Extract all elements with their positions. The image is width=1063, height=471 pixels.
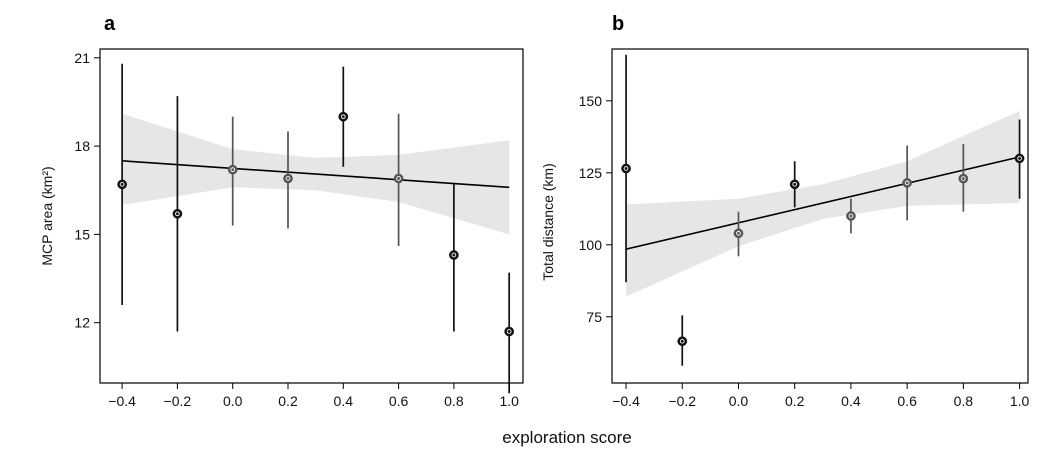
x-tick-label: −0.2 [668, 393, 696, 409]
plot-frame-b [611, 48, 1029, 384]
data-point [902, 178, 912, 188]
data-point-ring [679, 338, 685, 344]
y-axis-b: 75 100 125 150 [579, 93, 612, 325]
x-tick-label: 0.2 [785, 393, 805, 409]
x-tick-label: 0.2 [278, 393, 298, 409]
x-axis-title: exploration score [502, 428, 631, 447]
data-point [338, 111, 349, 122]
data-point [733, 228, 744, 239]
data-point [621, 163, 631, 174]
data-point-ring [904, 180, 910, 186]
data-point [283, 173, 293, 184]
data-point-ring [1017, 156, 1022, 161]
data-point-ring [285, 176, 291, 181]
data-point [846, 211, 856, 221]
fit-line-a-group [122, 160, 510, 189]
x-tick-label: 1.0 [1010, 393, 1030, 409]
data-point [172, 208, 183, 219]
panel-b: b −0.4 −0.2 0.0 0.2 0.4 0.6 0.8 1.0 75 100 125 150… [540, 13, 1030, 409]
data-point-ring [792, 181, 798, 187]
data-point [227, 164, 238, 175]
data-point-ring [396, 176, 401, 181]
fit-line-b [625, 156, 1020, 250]
data-point-ring [119, 182, 125, 187]
data-point [677, 336, 688, 347]
data-point [1014, 153, 1025, 164]
y-tick-label: 15 [74, 226, 90, 242]
data-point-ring [230, 167, 236, 173]
data-point-ring [451, 252, 457, 258]
data-point [393, 173, 404, 184]
x-tick-label: −0.4 [108, 393, 136, 409]
x-tick-label: 1.0 [499, 393, 519, 409]
x-tick-label: 0.8 [444, 393, 464, 409]
x-tick-label: 0.4 [334, 393, 354, 409]
y-axis-title-a: MCP area (km²) [39, 166, 55, 265]
x-axis-b: −0.4 −0.2 0.0 0.2 0.4 0.6 0.8 1.0 [612, 383, 1030, 409]
data-point-ring [848, 213, 854, 219]
x-tick-label: 0.6 [389, 393, 409, 409]
y-tick-label: 100 [579, 237, 603, 253]
data-point-ring [961, 176, 966, 181]
y-tick-label: 125 [579, 165, 603, 181]
points-b-group [621, 153, 1025, 347]
y-tick-label: 18 [74, 138, 90, 154]
y-tick-label: 150 [579, 93, 603, 109]
x-tick-label: −0.4 [612, 393, 640, 409]
panel-a: a −0.4 −0.2 0.0 0.2 0.4 0.6 0.8 1.0 12 15 18 21 MC… [39, 13, 524, 409]
x-tick-label: −0.2 [164, 393, 192, 409]
fit-line-b-group [625, 156, 1020, 250]
data-point [958, 173, 969, 184]
data-point-ring [736, 230, 741, 236]
x-tick-label: 0.8 [954, 393, 974, 409]
x-tick-label: 0.0 [223, 393, 243, 409]
x-tick-label: 0.4 [841, 393, 861, 409]
data-point-ring [340, 114, 346, 120]
data-point [449, 250, 459, 260]
fit-line-a [122, 160, 510, 189]
data-point [504, 326, 515, 337]
data-point-ring [175, 211, 180, 217]
data-point-ring [623, 166, 629, 171]
data-point [117, 179, 127, 190]
y-tick-label: 12 [74, 315, 90, 331]
data-point [789, 179, 800, 190]
y-tick-label: 21 [74, 50, 90, 66]
x-tick-label: 0.6 [897, 393, 917, 409]
y-axis-a: 12 15 18 21 [74, 50, 100, 331]
points-a-group [117, 111, 515, 337]
panel-label-b: b [612, 13, 624, 35]
data-point-ring [506, 329, 512, 334]
x-tick-label: 0.0 [729, 393, 749, 409]
y-axis-title-b: Total distance (km) [540, 163, 556, 280]
plot-frame-a [99, 48, 524, 384]
y-tick-label: 75 [586, 309, 602, 325]
panel-label-a: a [104, 13, 116, 35]
x-axis-a: −0.4 −0.2 0.0 0.2 0.4 0.6 0.8 1.0 [108, 383, 519, 409]
